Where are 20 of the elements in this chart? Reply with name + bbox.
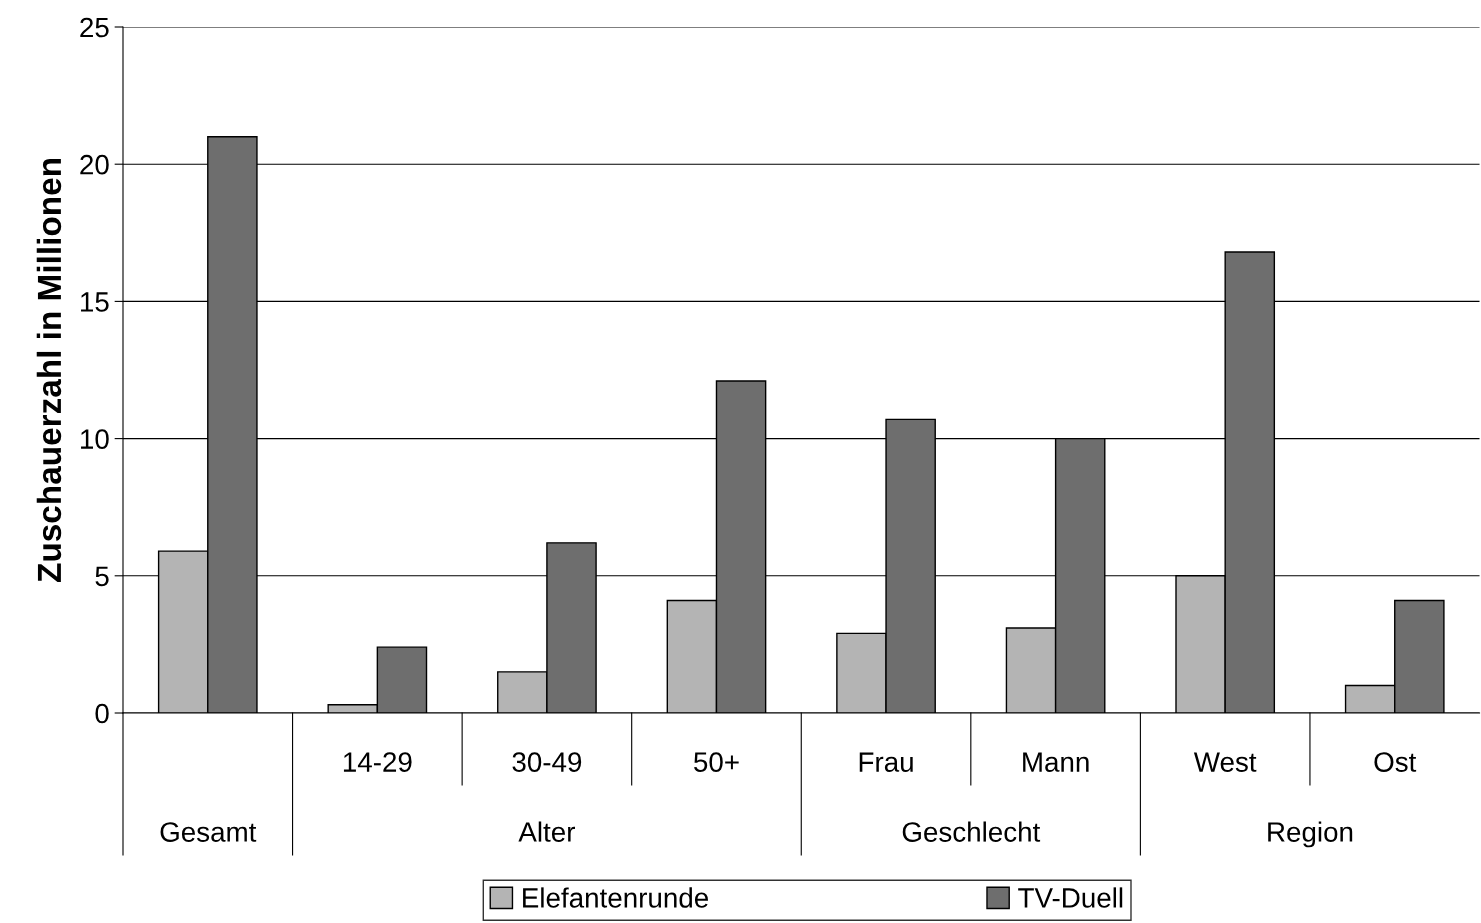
y-tick-label: 10 [81,429,109,449]
x-tick-label: 50+ [694,752,739,772]
y-tick-label: 0 [95,703,109,724]
x-tick-label: Ost [1374,752,1417,772]
y-tick-label: 20 [80,154,109,175]
x-tick-label: Frau [859,752,913,772]
legend-label: Elefantenrunde [523,887,708,908]
text: Geschlecht [902,821,1041,842]
legend-label: TV-Duell [1018,887,1123,908]
text: Alter [518,821,576,842]
x-tick-label: West [1193,752,1257,772]
y-axis-title: Zuschauerzahl in Millionen [36,159,62,582]
x-tick-label: 14-29 [343,752,412,772]
text: Region [1268,821,1353,848]
y-tick-label: 5 [95,566,109,587]
x-tick-label: Mann [1023,752,1089,772]
y-tick-label: 25 [80,17,109,38]
text: Gesamt [160,822,257,842]
x-tick-label: 30-49 [512,752,582,772]
y-tick-label: 15 [81,292,109,312]
